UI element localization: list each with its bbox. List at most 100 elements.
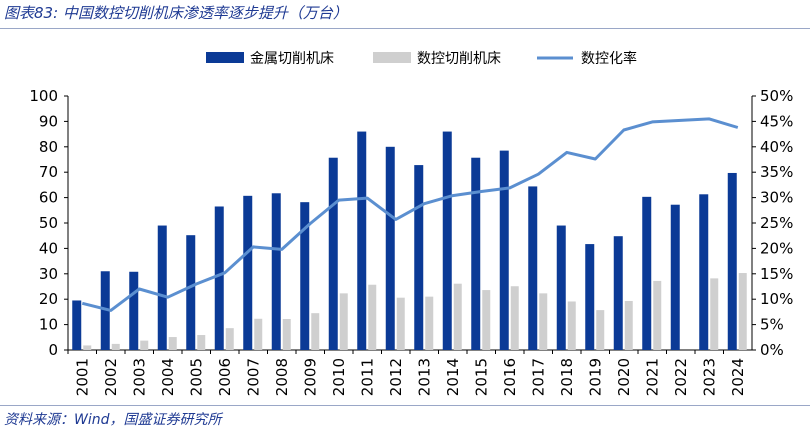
bar-metal-2023 xyxy=(699,194,709,350)
bar-metal-2008 xyxy=(271,193,281,350)
bar-cnc-2019 xyxy=(596,310,605,350)
bar-metal-2021 xyxy=(642,196,652,350)
right-tick-label: 5% xyxy=(760,316,784,334)
chart-title: 图表83: 中国数控切削机床渗透率逐步提升（万台） xyxy=(4,4,348,22)
bar-cnc-2014 xyxy=(453,283,462,350)
bar-metal-2018 xyxy=(556,225,566,350)
x-tick-label: 2017 xyxy=(529,358,547,396)
bar-metal-2003 xyxy=(129,271,139,350)
bar-cnc-2016 xyxy=(510,286,519,350)
left-tick-label: 100 xyxy=(29,87,58,105)
bar-metal-2011 xyxy=(357,131,367,350)
bar-cnc-2023 xyxy=(710,278,719,350)
bar-metal-2015 xyxy=(471,157,481,350)
right-tick-label: 15% xyxy=(760,265,793,283)
right-tick-label: 10% xyxy=(760,290,793,308)
bar-metal-2002 xyxy=(100,271,110,350)
bar-cnc-2006 xyxy=(225,328,234,350)
x-tick-label: 2008 xyxy=(273,358,291,396)
bar-cnc-2004 xyxy=(168,337,177,350)
x-tick-label: 2020 xyxy=(615,358,633,396)
bar-cnc-2024 xyxy=(738,273,747,350)
bar-metal-2014 xyxy=(442,131,452,350)
x-tick-label: 2019 xyxy=(586,358,604,396)
x-tick-label: 2012 xyxy=(387,358,405,396)
bar-cnc-2002 xyxy=(111,343,120,350)
x-tick-label: 2023 xyxy=(700,358,718,396)
x-tick-label: 2002 xyxy=(102,358,120,396)
legend-swatch-0 xyxy=(206,52,244,63)
bar-metal-2006 xyxy=(214,206,224,350)
x-tick-label: 2009 xyxy=(301,358,319,396)
bar-cnc-2012 xyxy=(396,297,405,350)
x-tick-label: 2007 xyxy=(244,358,262,396)
bar-metal-2020 xyxy=(613,236,623,350)
x-tick-label: 2011 xyxy=(358,358,376,396)
x-tick-label: 2004 xyxy=(159,358,177,396)
bar-metal-2009 xyxy=(300,202,310,350)
left-tick-label: 80 xyxy=(39,138,58,156)
bar-metal-2019 xyxy=(585,244,595,350)
left-tick-label: 10 xyxy=(39,316,58,334)
x-tick-label: 2015 xyxy=(472,358,490,396)
x-tick-label: 2001 xyxy=(73,358,91,396)
x-tick-label: 2016 xyxy=(501,358,519,396)
bar-cnc-2011 xyxy=(368,284,377,350)
rate-line xyxy=(81,117,739,312)
bar-cnc-2005 xyxy=(197,335,206,350)
left-tick-label: 70 xyxy=(39,163,58,181)
bar-cnc-2021 xyxy=(653,280,662,350)
x-tick-label: 2014 xyxy=(444,358,462,396)
bar-cnc-2009 xyxy=(311,313,320,350)
left-tick-label: 30 xyxy=(39,265,58,283)
bar-metal-2024 xyxy=(727,172,737,350)
bar-metal-2017 xyxy=(528,186,538,350)
right-tick-label: 35% xyxy=(760,163,793,181)
bar-cnc-2020 xyxy=(624,300,633,350)
source-note: 资料来源：Wind，国盛证券研究所 xyxy=(4,412,222,428)
right-tick-label: 45% xyxy=(760,112,793,130)
x-tick-label: 2022 xyxy=(672,358,690,396)
left-tick-label: 20 xyxy=(39,290,58,308)
bar-cnc-2015 xyxy=(482,290,491,350)
left-tick-label: 40 xyxy=(39,239,58,257)
x-tick-label: 2010 xyxy=(330,358,348,396)
x-tick-label: 2013 xyxy=(415,358,433,396)
bar-metal-2004 xyxy=(157,225,167,350)
bar-metal-2016 xyxy=(499,150,509,350)
bar-metal-2010 xyxy=(328,157,338,350)
left-tick-label: 50 xyxy=(39,214,58,232)
x-tick-label: 2005 xyxy=(187,358,205,396)
right-tick-label: 25% xyxy=(760,214,793,232)
bar-metal-2001 xyxy=(72,300,82,350)
bar-metal-2012 xyxy=(385,146,395,350)
left-tick-label: 90 xyxy=(39,112,58,130)
x-tick-label: 2006 xyxy=(216,358,234,396)
bar-metal-2013 xyxy=(414,165,424,350)
bar-cnc-2013 xyxy=(425,296,434,350)
legend-label-2: 数控化率 xyxy=(581,50,637,67)
bar-metal-2022 xyxy=(670,204,680,350)
right-tick-label: 50% xyxy=(760,87,793,105)
bar-cnc-2010 xyxy=(339,293,348,350)
right-tick-label: 40% xyxy=(760,138,793,156)
left-tick-label: 60 xyxy=(39,189,58,207)
title-divider xyxy=(0,28,810,29)
x-tick-label: 2018 xyxy=(558,358,576,396)
x-tick-label: 2021 xyxy=(643,358,661,396)
right-tick-label: 30% xyxy=(760,189,793,207)
bar-metal-2005 xyxy=(186,235,196,350)
chart-svg: 0 10 20 30 40 50 60 70 80 90 100 0% 5% 10% 15% 20% 25% 30… xyxy=(29,50,793,396)
footer-divider xyxy=(0,405,810,406)
bar-cnc-2017 xyxy=(539,293,548,350)
bar-cnc-2018 xyxy=(567,301,576,350)
bar-cnc-2003 xyxy=(140,340,149,350)
legend-swatch-1 xyxy=(373,52,411,63)
bar-cnc-2001 xyxy=(83,345,92,350)
legend-label-1: 数控切削机床 xyxy=(417,51,501,67)
right-tick-label: 20% xyxy=(760,239,793,257)
bar-cnc-2007 xyxy=(254,318,263,350)
left-tick-label: 0 xyxy=(48,341,58,359)
right-tick-label: 0% xyxy=(760,341,784,359)
legend-label-0: 金属切削机床 xyxy=(250,51,334,67)
